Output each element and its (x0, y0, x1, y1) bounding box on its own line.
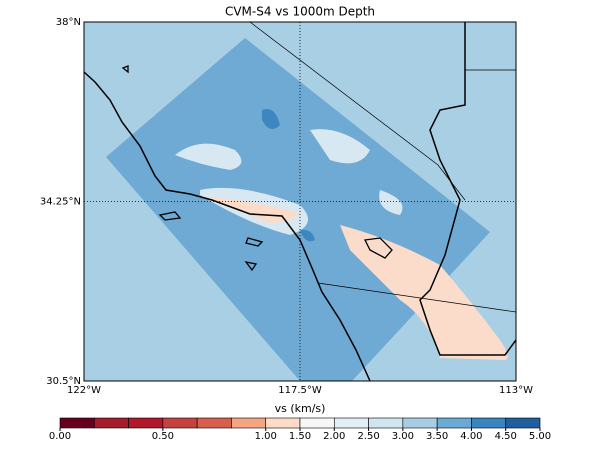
colorbar-segment (93, 417, 129, 429)
colorbar-tick-label: 5.00 (529, 431, 551, 442)
colorbar-tick-label: 3.00 (392, 431, 414, 442)
lat-tick-label: 30.5°N (46, 376, 81, 387)
colorbar-label: vs (km/s) (275, 402, 326, 415)
colorbar-segment (471, 417, 507, 429)
sediment-basin (208, 197, 508, 360)
lon-tick-label: 117.5°W (278, 385, 322, 396)
coastline-gulf (419, 22, 517, 356)
lon-tick-label: 122°W (67, 385, 101, 396)
colorbar-tick-label: 1.50 (289, 431, 311, 442)
lat-tick-label: 34.25°N (40, 197, 81, 208)
border (249, 21, 517, 313)
colorbar-tick-label: 2.50 (357, 431, 379, 442)
low-velocity-zone (175, 129, 403, 235)
colorbar-tick-label: 3.50 (426, 431, 448, 442)
colorbar-tick-label: 0.50 (152, 431, 174, 442)
colorbar-segment (162, 417, 198, 429)
colorbar-segment (59, 417, 95, 429)
colorbar-tick-label: 4.00 (460, 431, 482, 442)
colorbar-segment (402, 417, 438, 429)
islands (121, 65, 393, 272)
high-velocity-zone (262, 109, 315, 242)
colorbar-segment (265, 417, 301, 429)
colorbar-segment (368, 417, 404, 429)
colorbar-tick-label: 1.00 (255, 431, 277, 442)
colorbar-segment (505, 417, 541, 429)
colorbar-segment (299, 417, 335, 429)
colorbar: vs (km/s) (275, 402, 326, 415)
coastline (83, 71, 371, 382)
colorbar-segment (128, 417, 164, 429)
colorbar-tick-label: 2.00 (323, 431, 345, 442)
lat-tick-label: 38°N (56, 17, 81, 28)
colorbar-tick-label: 0.00 (49, 431, 71, 442)
title: CVM-S4 vs 1000m Depth (225, 5, 375, 19)
colorbar-segment (333, 417, 369, 429)
lon-tick-label: 113°W (499, 385, 533, 396)
colorbar-segment (196, 417, 232, 429)
colorbar-segment (231, 417, 267, 429)
colorbar-tick-label: 4.50 (495, 431, 517, 442)
colorbar-segment (436, 417, 472, 429)
